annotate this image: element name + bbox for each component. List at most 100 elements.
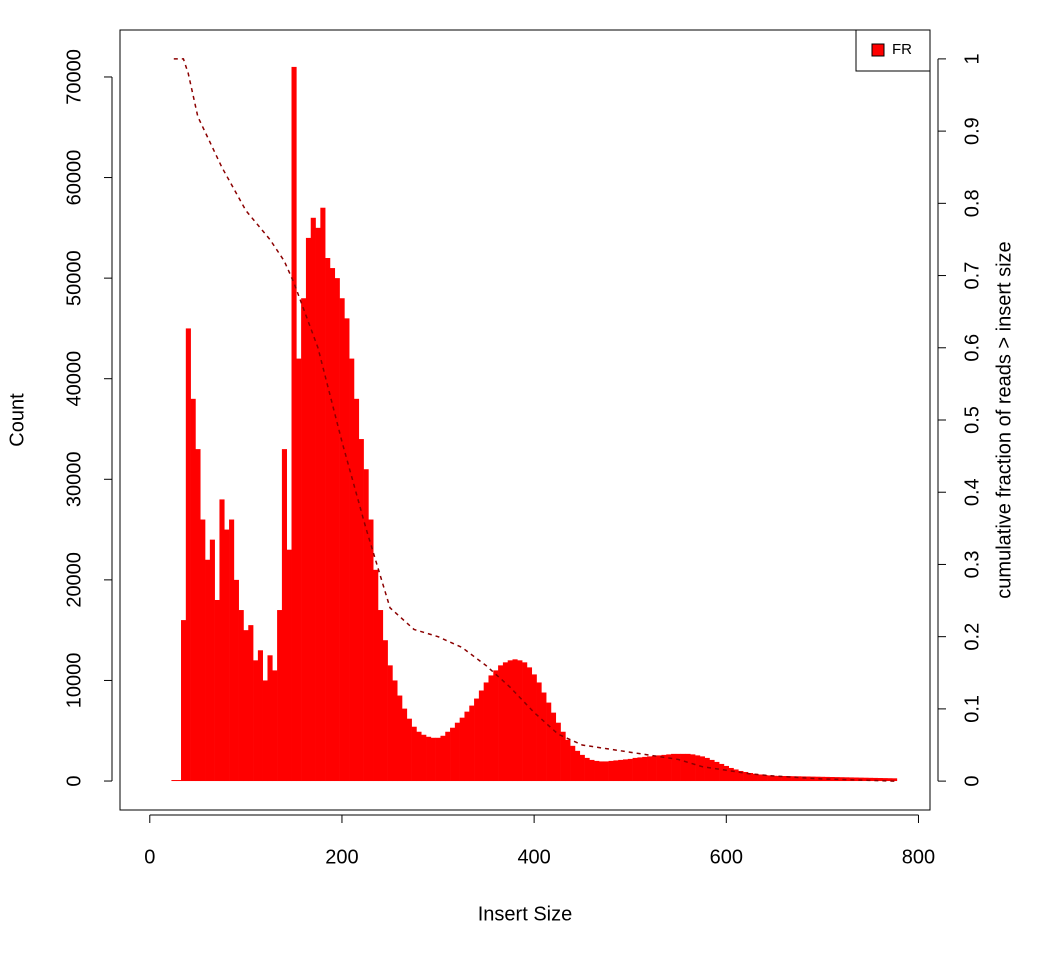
bar (507, 660, 513, 782)
bar (522, 662, 528, 782)
y-tick-label: 10000 (63, 653, 85, 709)
bar (181, 620, 187, 782)
bar (570, 745, 576, 782)
bar (791, 776, 797, 782)
y2-tick-label: 0.9 (961, 117, 983, 145)
bar (613, 760, 619, 782)
bar (474, 698, 480, 782)
bar (690, 754, 696, 782)
bar (454, 722, 460, 782)
y-tick-label: 70000 (63, 49, 85, 105)
legend-label: FR (892, 41, 912, 58)
bar (358, 439, 364, 782)
bar (546, 702, 552, 782)
bar (892, 778, 898, 782)
y2-tick-label: 0.4 (961, 478, 983, 506)
bar (853, 777, 859, 782)
bar (272, 670, 278, 782)
bar (719, 763, 725, 782)
bar (214, 599, 220, 782)
bar (190, 398, 196, 782)
bar (478, 690, 484, 782)
bar (459, 717, 465, 782)
bar (800, 776, 806, 782)
bar (224, 529, 230, 782)
bar (555, 722, 561, 782)
bar (498, 665, 504, 782)
bar (373, 569, 379, 782)
bar (205, 559, 211, 782)
bar (291, 66, 297, 782)
bar (377, 610, 384, 782)
bar (416, 731, 422, 782)
bar (493, 670, 499, 782)
y2-tick-label: 0.6 (961, 334, 983, 362)
bar (887, 778, 893, 782)
bar (238, 610, 244, 782)
y2-axis-label: cumulative fraction of reads > insert si… (993, 241, 1015, 598)
bar (325, 258, 331, 782)
bar (747, 772, 754, 782)
bar (598, 761, 605, 782)
bar (243, 630, 249, 782)
bar (584, 757, 590, 782)
bar (171, 780, 177, 782)
bar (560, 731, 566, 782)
bar (344, 318, 350, 782)
bar (623, 759, 629, 782)
x-tick-label: 600 (710, 846, 743, 868)
bar (647, 756, 653, 782)
bar (339, 298, 345, 782)
bar (277, 610, 283, 782)
x-tick-label: 0 (144, 846, 155, 868)
bar (550, 712, 557, 782)
bar (176, 780, 182, 782)
bar (430, 737, 436, 782)
bar (776, 775, 782, 782)
y-tick-label: 30000 (63, 451, 85, 507)
bar (262, 680, 268, 782)
bar (608, 760, 614, 782)
bar (392, 680, 398, 782)
bar (353, 398, 360, 782)
bar (743, 771, 749, 782)
bar (233, 579, 239, 782)
bar (589, 759, 595, 782)
bar (819, 776, 826, 782)
plot-box (119, 29, 931, 811)
bar (450, 727, 456, 782)
bar (714, 761, 720, 782)
bar (488, 675, 494, 782)
x-tick-label: 400 (517, 846, 550, 868)
bar (267, 655, 273, 782)
bar (209, 539, 215, 782)
bar (728, 767, 734, 782)
bar (411, 726, 417, 782)
bar (762, 774, 768, 782)
bar (781, 776, 787, 782)
bar (281, 449, 288, 782)
bar (368, 519, 374, 782)
bar (579, 754, 585, 782)
bar (805, 776, 811, 782)
bar (541, 692, 547, 782)
bar (671, 753, 677, 782)
y-tick-label: 60000 (63, 150, 85, 206)
bar (844, 777, 850, 782)
bar (483, 682, 489, 782)
bar (229, 519, 235, 782)
bar (301, 298, 307, 782)
bar (349, 358, 355, 782)
bar (863, 777, 869, 782)
y2-tick-label: 0.1 (961, 695, 983, 723)
x-axis-label: Insert Size (478, 903, 572, 925)
bar (603, 761, 609, 782)
bar (752, 773, 758, 782)
bar (435, 737, 441, 782)
bar (536, 682, 542, 782)
bar (253, 660, 259, 782)
y2-tick-label: 0 (961, 776, 983, 787)
legend-swatch (871, 43, 885, 57)
bar (709, 759, 715, 782)
